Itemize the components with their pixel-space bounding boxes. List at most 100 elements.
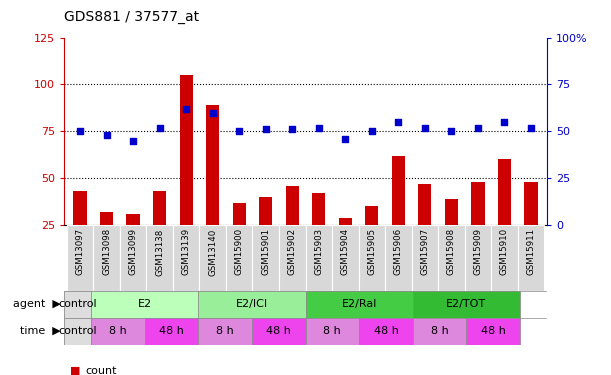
Point (526, 124, 536, 130)
Text: GSM15907: GSM15907 (420, 228, 430, 275)
Bar (418, 184, 431, 272)
Text: 8 h: 8 h (323, 326, 341, 336)
Bar (126, 214, 140, 272)
Bar (180, 75, 193, 272)
Bar (199, 225, 226, 291)
Bar (100, 212, 113, 272)
Text: GSM15911: GSM15911 (527, 228, 535, 275)
Text: E2/ICI: E2/ICI (236, 299, 268, 309)
Text: GSM15904: GSM15904 (341, 228, 349, 275)
Bar (198, 318, 252, 345)
Point (208, 110, 218, 116)
Text: GSM15910: GSM15910 (500, 228, 509, 275)
Bar (64, 318, 91, 345)
Bar (64, 291, 91, 318)
Text: count: count (86, 366, 117, 375)
Point (101, 132, 111, 138)
Text: 8 h: 8 h (216, 326, 234, 336)
Point (75, 128, 85, 134)
Text: 8 h: 8 h (431, 326, 448, 336)
Text: GSM15902: GSM15902 (288, 228, 297, 275)
Text: GSM13140: GSM13140 (208, 228, 217, 276)
Text: 8 h: 8 h (109, 326, 126, 336)
Text: GSM13139: GSM13139 (181, 228, 191, 275)
Bar (524, 182, 538, 272)
Bar (279, 225, 306, 291)
Point (287, 126, 297, 132)
Text: GSM15908: GSM15908 (447, 228, 456, 275)
Bar (306, 291, 413, 318)
Bar (285, 186, 299, 272)
Bar (198, 291, 306, 318)
Point (128, 138, 138, 144)
Bar (498, 159, 511, 272)
Bar (438, 225, 464, 291)
Bar (491, 225, 518, 291)
Bar (147, 225, 173, 291)
Bar (471, 182, 485, 272)
Point (447, 128, 456, 134)
Point (500, 119, 510, 125)
Text: 48 h: 48 h (373, 326, 398, 336)
Text: control: control (58, 326, 97, 336)
Point (234, 128, 244, 134)
Bar (226, 225, 252, 291)
Text: E2: E2 (137, 299, 152, 309)
Text: 48 h: 48 h (266, 326, 291, 336)
Bar (173, 225, 199, 291)
Point (367, 128, 377, 134)
Bar (153, 191, 166, 272)
Bar (385, 225, 412, 291)
Point (420, 124, 430, 130)
Text: ■: ■ (70, 366, 81, 375)
Text: time  ▶: time ▶ (20, 326, 61, 336)
Bar (413, 318, 466, 345)
Bar (73, 191, 87, 272)
Bar (359, 318, 413, 345)
Point (473, 124, 483, 130)
Text: GSM15906: GSM15906 (394, 228, 403, 275)
Text: GSM13097: GSM13097 (76, 228, 84, 275)
Bar (392, 156, 405, 272)
Bar (518, 225, 544, 291)
Text: GSM15900: GSM15900 (235, 228, 244, 275)
Bar (332, 225, 359, 291)
Text: GSM15901: GSM15901 (262, 228, 270, 275)
Bar (365, 206, 378, 272)
Text: agent  ▶: agent ▶ (13, 299, 61, 309)
Bar (359, 225, 385, 291)
Text: GSM13138: GSM13138 (155, 228, 164, 276)
Bar (306, 318, 359, 345)
Bar (466, 318, 520, 345)
Text: E2/Ral: E2/Ral (342, 299, 377, 309)
Text: GDS881 / 37577_at: GDS881 / 37577_at (64, 10, 199, 24)
Text: 48 h: 48 h (159, 326, 184, 336)
Text: GSM15905: GSM15905 (367, 228, 376, 275)
Bar (91, 291, 198, 318)
Text: E2/TOT: E2/TOT (446, 299, 486, 309)
Point (261, 126, 271, 132)
Point (181, 106, 191, 112)
Text: GSM15903: GSM15903 (314, 228, 323, 275)
Bar (306, 225, 332, 291)
Bar (67, 225, 93, 291)
Bar (120, 225, 147, 291)
Bar (312, 193, 326, 272)
Point (314, 124, 324, 130)
Text: GSM15909: GSM15909 (474, 228, 483, 275)
Bar (93, 225, 120, 291)
Bar (412, 225, 438, 291)
Text: control: control (58, 299, 97, 309)
Point (340, 136, 350, 142)
Bar (252, 318, 306, 345)
Bar (91, 318, 145, 345)
Point (155, 124, 164, 130)
Bar (252, 225, 279, 291)
Bar (413, 291, 520, 318)
Text: 48 h: 48 h (481, 326, 506, 336)
Point (393, 119, 403, 125)
Bar (259, 197, 273, 272)
Text: GSM13098: GSM13098 (102, 228, 111, 275)
Bar (338, 217, 352, 272)
Text: GSM13099: GSM13099 (128, 228, 137, 275)
